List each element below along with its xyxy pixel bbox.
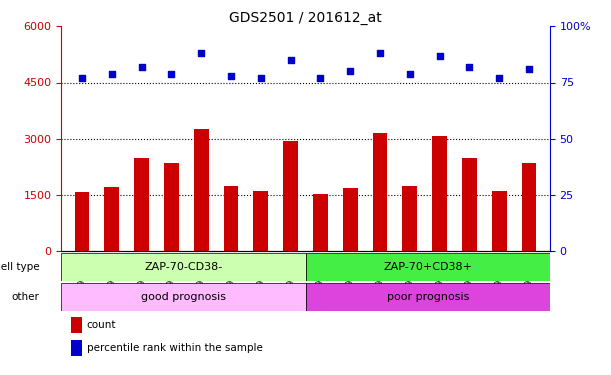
Text: other: other xyxy=(12,292,40,302)
Bar xyxy=(306,283,550,311)
Text: percentile rank within the sample: percentile rank within the sample xyxy=(87,343,262,353)
Point xyxy=(196,50,206,56)
Text: poor prognosis: poor prognosis xyxy=(387,292,469,302)
Bar xyxy=(134,158,149,251)
Point xyxy=(315,75,325,81)
Bar xyxy=(462,158,477,251)
Bar xyxy=(492,190,507,251)
Bar xyxy=(164,163,179,251)
Point xyxy=(345,68,355,74)
Text: ZAP-70-CD38-: ZAP-70-CD38- xyxy=(144,262,222,272)
Title: GDS2501 / 201612_at: GDS2501 / 201612_at xyxy=(229,11,382,25)
Bar xyxy=(75,192,89,251)
Point xyxy=(137,64,147,70)
Bar xyxy=(254,191,268,251)
Bar xyxy=(224,186,238,251)
Point xyxy=(256,75,266,81)
Point xyxy=(464,64,474,70)
Point xyxy=(166,70,176,76)
Point xyxy=(107,70,117,76)
Bar xyxy=(71,317,82,333)
Text: count: count xyxy=(87,320,116,330)
Point xyxy=(405,70,415,76)
Point xyxy=(77,75,87,81)
Point xyxy=(286,57,296,63)
Bar xyxy=(283,141,298,251)
Bar xyxy=(343,188,357,251)
Bar xyxy=(313,194,328,251)
Bar xyxy=(522,163,536,251)
Bar xyxy=(373,133,387,251)
Point xyxy=(375,50,385,56)
Text: good prognosis: good prognosis xyxy=(141,292,226,302)
Bar xyxy=(61,253,306,281)
Bar xyxy=(306,253,550,281)
Point xyxy=(226,73,236,79)
Point xyxy=(524,66,534,72)
Point xyxy=(435,53,445,58)
Bar xyxy=(61,283,306,311)
Bar xyxy=(194,129,208,251)
Bar xyxy=(432,136,447,251)
Text: cell type: cell type xyxy=(0,262,40,272)
Point xyxy=(494,75,504,81)
Text: ZAP-70+CD38+: ZAP-70+CD38+ xyxy=(383,262,472,272)
Bar xyxy=(104,187,119,251)
Bar xyxy=(71,340,82,356)
Bar xyxy=(403,186,417,251)
